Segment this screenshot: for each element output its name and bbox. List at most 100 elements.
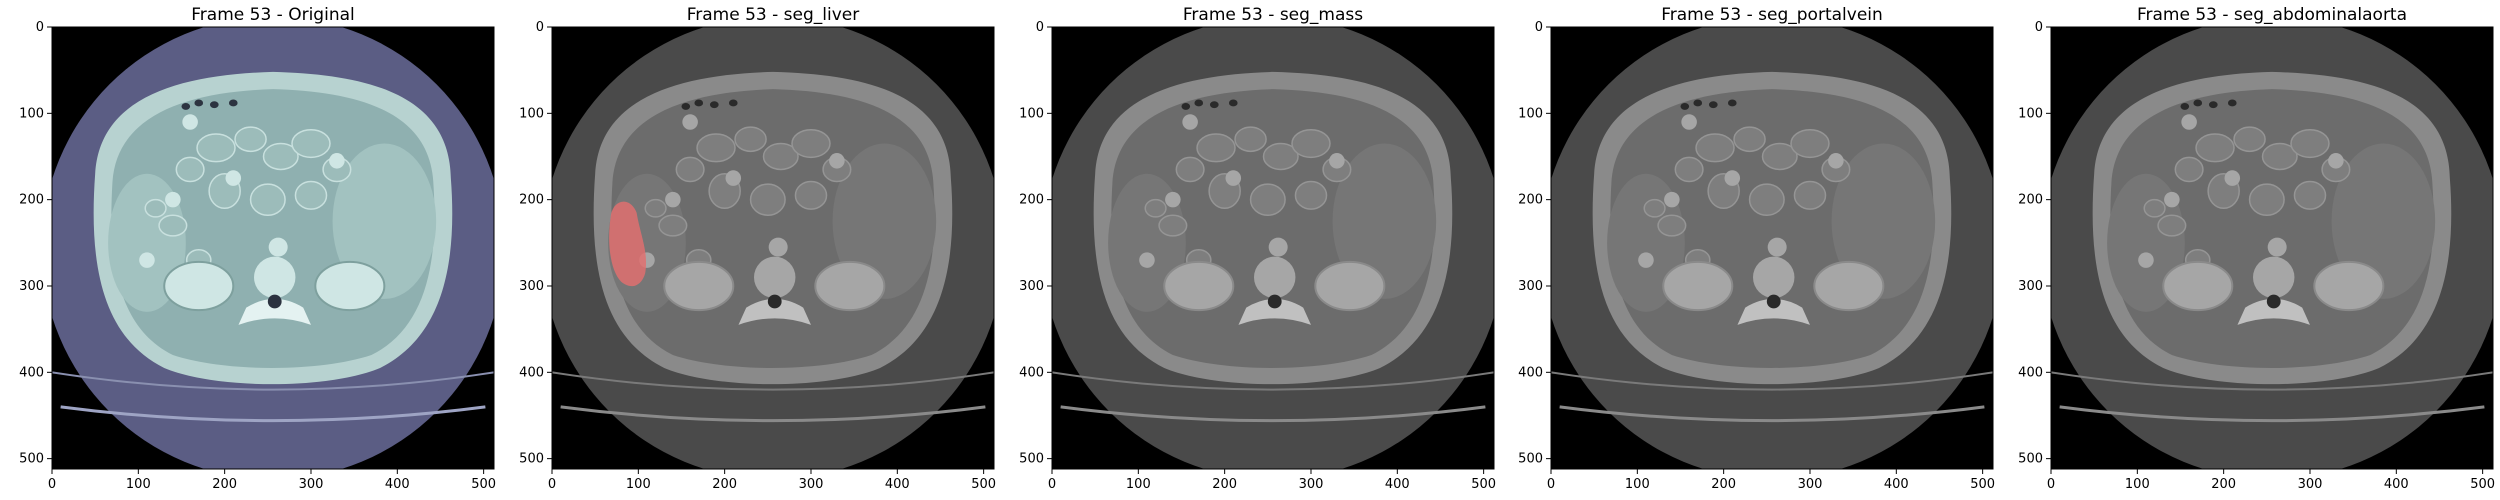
spine-process	[1238, 298, 1311, 325]
table-line	[52, 371, 494, 391]
y-tick-label: 300	[1518, 279, 1543, 294]
axes-frame	[1051, 26, 1495, 470]
kidney-right	[1662, 260, 1734, 312]
bowel-loop	[734, 126, 767, 153]
bowel-loop	[196, 133, 236, 163]
spinal-canal	[2266, 294, 2281, 309]
y-tick-label: 100	[1019, 106, 1044, 121]
ct-image	[1551, 27, 1993, 469]
bowel-loop	[1196, 133, 1236, 163]
air-pocket	[728, 99, 738, 107]
bowel-loop	[2157, 214, 2187, 237]
bowel-loop	[762, 142, 799, 171]
contrast-spot	[725, 170, 742, 186]
bowel-loop	[158, 214, 188, 237]
axes-frame	[551, 26, 995, 470]
x-tick-label: 400	[1385, 477, 1410, 492]
ct-image	[1052, 27, 1494, 469]
contrast-spot	[682, 114, 698, 130]
spinal-canal	[1766, 294, 1781, 309]
x-tick-label: 300	[799, 477, 824, 492]
bowel-loop	[675, 156, 705, 183]
bowel-loop	[1674, 156, 1704, 183]
x-tick-label: 400	[385, 477, 410, 492]
bowel-loop	[1695, 133, 1735, 163]
vertebra	[254, 256, 296, 299]
bowel-loop	[644, 198, 667, 218]
aorta	[1268, 237, 1288, 257]
spine-process	[238, 298, 311, 325]
y-tick-label: 500	[519, 452, 544, 467]
panel-2: Frame 53 - seg_liver 0 100 200 300 400 500 0 100…	[519, 5, 996, 492]
table-line	[552, 371, 994, 391]
air-pocket	[194, 99, 204, 107]
bowel-loop	[794, 180, 828, 210]
table-line	[2059, 405, 2485, 423]
x-tick-label: 500	[971, 477, 996, 492]
x-tick-label: 400	[1884, 477, 1909, 492]
y-tick-label: 400	[1019, 365, 1044, 380]
contrast-spot	[2181, 114, 2197, 130]
air-pocket	[2227, 99, 2237, 107]
kidney-right	[1163, 260, 1235, 312]
x-tick-label: 200	[1711, 477, 1736, 492]
x-tick-label: 200	[2211, 477, 2236, 492]
x-tick-label: 300	[299, 477, 324, 492]
contrast-spot	[1638, 252, 1654, 268]
y-tick-label: 400	[1518, 365, 1543, 380]
air-pocket	[1708, 101, 1718, 109]
bowel-loop	[262, 142, 299, 171]
contrast-spot	[1828, 153, 1844, 169]
contrast-spot	[1664, 191, 1680, 208]
contrast-spot	[1139, 252, 1155, 268]
contrast-spot	[1165, 191, 1181, 208]
x-tick-label: 400	[2384, 477, 2409, 492]
air-pocket	[181, 102, 191, 110]
air-pocket	[694, 99, 704, 107]
air-pocket	[681, 102, 691, 110]
y-tick-label: 400	[19, 365, 44, 380]
y-tick-label: 300	[19, 279, 44, 294]
table-line	[1559, 405, 1985, 423]
kidney-left	[314, 260, 386, 312]
table-line	[1551, 371, 1993, 391]
spinal-canal	[767, 294, 782, 309]
bowel-loop	[249, 183, 286, 216]
y-tick-label: 0	[36, 20, 44, 35]
panel-title: Frame 53 - seg_mass	[1183, 5, 1363, 25]
x-tick-label: 100	[1625, 477, 1650, 492]
bowel-loop	[1158, 214, 1188, 237]
bowel-loop	[1175, 156, 1205, 183]
bowel-loop	[2174, 156, 2204, 183]
x-tick-label: 400	[885, 477, 910, 492]
panel-5: Frame 53 - seg_abdominalaorta 0 100 200 300 4…	[2018, 5, 2495, 492]
vertebra	[1254, 256, 1296, 299]
table-line	[60, 405, 486, 423]
y-tick-label: 0	[2035, 20, 2043, 35]
bowel-loop	[1790, 128, 1830, 159]
x-tick-label: 100	[126, 477, 151, 492]
panel-3: Frame 53 - seg_mass 0 100 200 300 400 500 0 100 2…	[1019, 5, 1496, 492]
vertebra	[754, 256, 796, 299]
contrast-spot	[329, 153, 345, 169]
y-tick-label: 500	[19, 452, 44, 467]
bowel-loop	[1643, 198, 1666, 218]
x-tick-label: 200	[712, 477, 737, 492]
contrast-spot	[665, 191, 681, 208]
panel-title: Frame 53 - seg_abdominalaorta	[2137, 5, 2407, 25]
air-pocket	[1680, 102, 1690, 110]
kidney-right	[163, 260, 235, 312]
spinal-canal	[267, 294, 282, 309]
organ-region	[2331, 143, 2436, 299]
contrast-spot	[1724, 170, 1741, 186]
organ-region	[832, 143, 937, 299]
x-tick-label: 100	[626, 477, 651, 492]
panel-title: Frame 53 - Original	[191, 5, 354, 25]
air-pocket	[1727, 99, 1737, 107]
panel-1: Frame 53 - Original 0 100 200 300 400 500 0 100 2…	[19, 5, 496, 492]
air-pocket	[1181, 102, 1191, 110]
y-tick-label: 200	[1019, 193, 1044, 208]
x-tick-label: 500	[471, 477, 496, 492]
ct-image	[52, 27, 494, 469]
